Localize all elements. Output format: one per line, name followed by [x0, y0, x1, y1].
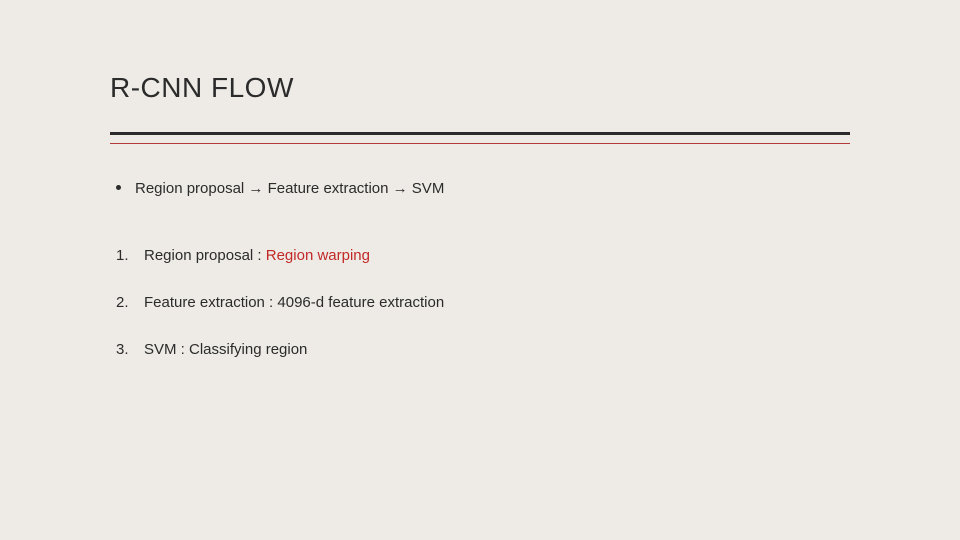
slide: R-CNN FLOW Region proposal → Feature ext…: [0, 0, 960, 540]
list-text-highlight: Region warping: [266, 247, 370, 264]
list-text: SVM : Classifying region: [144, 339, 307, 360]
bullet-item: Region proposal → Feature extraction → S…: [110, 178, 850, 199]
list-text: Feature extraction : 4096-d feature extr…: [144, 292, 444, 313]
list-text-prefix: SVM : Classifying region: [144, 341, 307, 358]
bullet-dot-icon: [116, 185, 121, 190]
slide-body: Region proposal → Feature extraction → S…: [110, 178, 850, 360]
numbered-list: 1. Region proposal : Region warping 2. F…: [110, 245, 850, 360]
list-text-prefix: Feature extraction : 4096-d feature extr…: [144, 294, 444, 311]
list-text-prefix: Region proposal :: [144, 247, 266, 264]
title-rules: [110, 132, 850, 144]
list-item: 2. Feature extraction : 4096-d feature e…: [110, 292, 850, 313]
list-marker: 1.: [116, 245, 142, 266]
list-marker: 3.: [116, 339, 142, 360]
list-marker: 2.: [116, 292, 142, 313]
rule-thick: [110, 132, 850, 135]
list-text: Region proposal : Region warping: [144, 245, 370, 266]
slide-title: R-CNN FLOW: [110, 72, 850, 104]
list-item: 1. Region proposal : Region warping: [110, 245, 850, 266]
bullet-text: Region proposal → Feature extraction → S…: [135, 178, 444, 199]
rule-thin: [110, 143, 850, 144]
list-item: 3. SVM : Classifying region: [110, 339, 850, 360]
